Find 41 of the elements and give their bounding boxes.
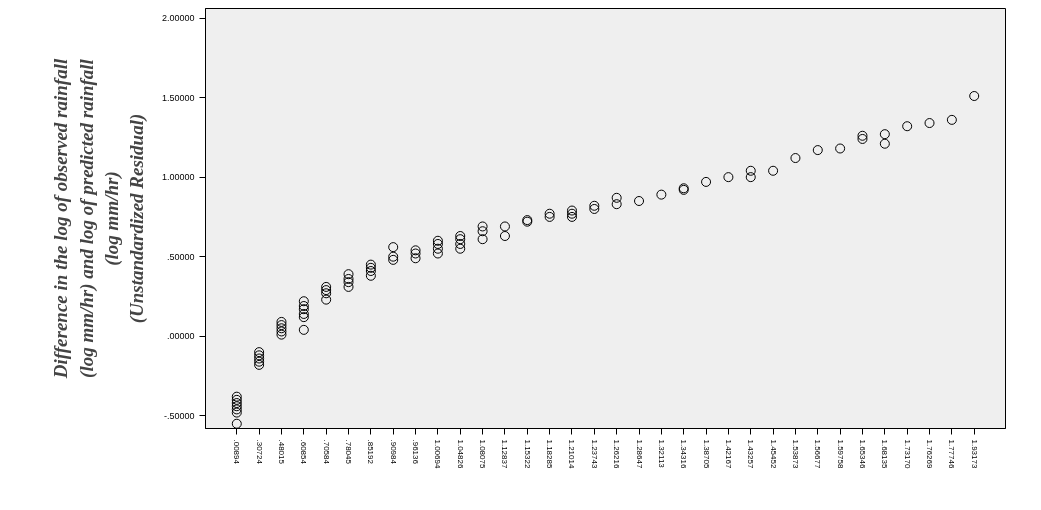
x-tick-label: .48015 xyxy=(276,439,286,465)
x-tick-label: 1.65346 xyxy=(857,439,867,469)
x-tick-label: 1.12837 xyxy=(500,439,510,469)
x-tick-label: 1.04826 xyxy=(455,439,465,469)
x-tick-label: 1.15322 xyxy=(522,439,532,469)
x-tick-label: 1.23743 xyxy=(589,439,599,469)
y-tick-label: -.50000 xyxy=(163,410,195,421)
x-tick-label: 1.08075 xyxy=(478,439,488,469)
x-tick-label: .85192 xyxy=(366,439,376,465)
x-tick-label: 1.56677 xyxy=(813,439,823,469)
y-axis-title: Difference in the log of observed rainfall (log mm/hr) and log of predicted rainfall (log mm/hr) (Unstandardized Residual) xyxy=(50,58,148,380)
x-tick-label: 1.45452 xyxy=(768,439,778,469)
x-tick-label: 1.77746 xyxy=(947,439,957,469)
x-tick-label: 1.18285 xyxy=(545,439,555,469)
x-tick-label: 1.32113 xyxy=(656,439,666,469)
x-tick-label: 1.43257 xyxy=(746,439,756,469)
x-tick-label: .30724 xyxy=(254,439,264,465)
x-tick-label: 1.68135 xyxy=(880,439,890,469)
y-tick-label: 2.00000 xyxy=(161,13,195,24)
x-tick-label: 1.42167 xyxy=(723,439,733,469)
x-tick-label: 1.21014 xyxy=(567,439,577,469)
x-tick-label: 1.34316 xyxy=(679,439,689,469)
x-tick-label: 1.53873 xyxy=(790,439,800,469)
x-tick-label: .00894 xyxy=(232,439,242,465)
x-tick-label: .90984 xyxy=(388,439,398,465)
y-tick-label: .00000 xyxy=(166,331,195,342)
x-tick-label: 1.38705 xyxy=(701,439,711,469)
x-tick-label: 1.59758 xyxy=(835,439,845,469)
x-tick-label: 1.28647 xyxy=(634,439,644,469)
x-tick-label: .96136 xyxy=(411,439,421,465)
x-tick-label: 1.00694 xyxy=(433,439,443,469)
x-tick-label: .70584 xyxy=(321,439,331,465)
y-tick-label: 1.50000 xyxy=(161,92,195,103)
x-tick-label: .78045 xyxy=(344,439,354,465)
y-tick-label: 1.00000 xyxy=(161,172,195,183)
x-tick-label: 1.93173 xyxy=(969,439,979,469)
x-tick-label: 1.73170 xyxy=(902,439,912,469)
x-tick-label: 1.26216 xyxy=(612,439,622,469)
y-tick-label: .50000 xyxy=(166,251,195,262)
x-tick-label: 1.76269 xyxy=(925,439,935,469)
x-tick-label: .60854 xyxy=(299,439,309,465)
